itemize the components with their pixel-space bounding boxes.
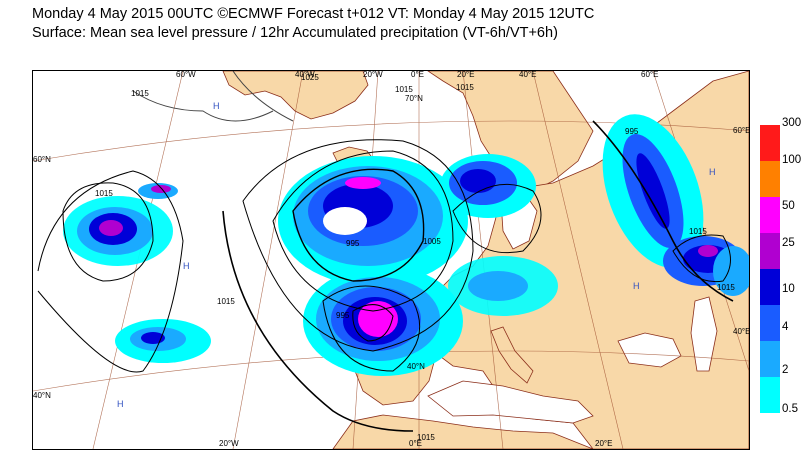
lon-label-bottom: 0°E bbox=[409, 439, 422, 448]
lat-label-right: 60°E bbox=[733, 126, 750, 135]
isobar-label: 995 bbox=[336, 311, 350, 320]
lat-label-inner: 70°N bbox=[405, 94, 423, 103]
lon-label-bottom: 20°W bbox=[219, 439, 239, 448]
lat-label-right: 40°E bbox=[733, 327, 750, 336]
italy-land bbox=[490, 326, 534, 384]
lat-label-inner: 40°N bbox=[407, 362, 425, 371]
caspian-sea bbox=[690, 296, 718, 372]
forecast-map: 60°W 40°W 20°W 0°E 20°E 40°E 60°E 20°W 0… bbox=[32, 70, 750, 450]
high-pressure-marker: H bbox=[117, 399, 124, 409]
isobar-label: 1015 bbox=[689, 227, 707, 236]
legend-label: 100 bbox=[782, 154, 802, 166]
precipitation-layer bbox=[63, 114, 749, 376]
isobar-label: 1015 bbox=[131, 89, 149, 98]
legend-label: 2 bbox=[782, 364, 789, 376]
inland-seas bbox=[427, 190, 718, 424]
isobar-label: 1015 bbox=[95, 189, 113, 198]
high-pressure-marker: H bbox=[709, 167, 716, 177]
legend-label: 300 bbox=[782, 117, 802, 129]
lon-label-top: 40°E bbox=[519, 70, 537, 79]
lon-label-top: 0°E bbox=[411, 70, 424, 79]
mediterranean-sea bbox=[427, 380, 594, 424]
map-canvas bbox=[33, 71, 749, 449]
isobar-label: 1015 bbox=[395, 85, 413, 94]
isobar-label: 1005 bbox=[423, 237, 441, 246]
legend-label: 0.5 bbox=[782, 403, 798, 415]
legend-label: 4 bbox=[782, 321, 789, 333]
legend-swatch-10 bbox=[760, 269, 780, 305]
isobar-label: 1015 bbox=[417, 433, 435, 442]
lon-label-top: 20°W bbox=[363, 70, 383, 79]
high-pressure-marker: H bbox=[633, 281, 640, 291]
lon-label-bottom: 20°E bbox=[595, 439, 613, 448]
isobar-label: 1015 bbox=[717, 283, 735, 292]
isobar-label: 1015 bbox=[456, 83, 474, 92]
legend-swatch-50 bbox=[760, 197, 780, 233]
lon-label-top: 60°E bbox=[641, 70, 659, 79]
lon-label-top: 60°W bbox=[176, 70, 196, 79]
lat-label-left: 60°N bbox=[33, 155, 51, 164]
forecast-title: Monday 4 May 2015 00UTC ©ECMWF Forecast … bbox=[32, 6, 595, 22]
lon-label-top: 40°W bbox=[295, 70, 315, 79]
lon-label-top: 20°E bbox=[457, 70, 475, 79]
isobars bbox=[37, 71, 734, 432]
isobar-label: 995 bbox=[346, 239, 360, 248]
africa-land bbox=[332, 414, 594, 449]
legend-label: 25 bbox=[782, 237, 795, 249]
legend-swatch-300 bbox=[760, 125, 780, 161]
legend-label: 10 bbox=[782, 283, 795, 295]
forecast-subtitle: Surface: Mean sea level pressure / 12hr … bbox=[32, 25, 558, 41]
greenland-land bbox=[222, 71, 369, 120]
isobar-label: 1025 bbox=[301, 73, 319, 82]
legend-swatch-2 bbox=[760, 341, 780, 377]
legend-swatch-100 bbox=[760, 161, 780, 197]
legend-swatch-0.5 bbox=[760, 377, 780, 413]
isobar-label: 995 bbox=[625, 127, 639, 136]
isobar-label: 1015 bbox=[217, 297, 235, 306]
lat-label-left: 40°N bbox=[33, 391, 51, 400]
legend-swatch-25 bbox=[760, 233, 780, 269]
legend-label: 50 bbox=[782, 200, 795, 212]
legend-swatch-4 bbox=[760, 305, 780, 341]
high-pressure-marker: H bbox=[213, 101, 220, 111]
high-pressure-marker: H bbox=[183, 261, 190, 271]
